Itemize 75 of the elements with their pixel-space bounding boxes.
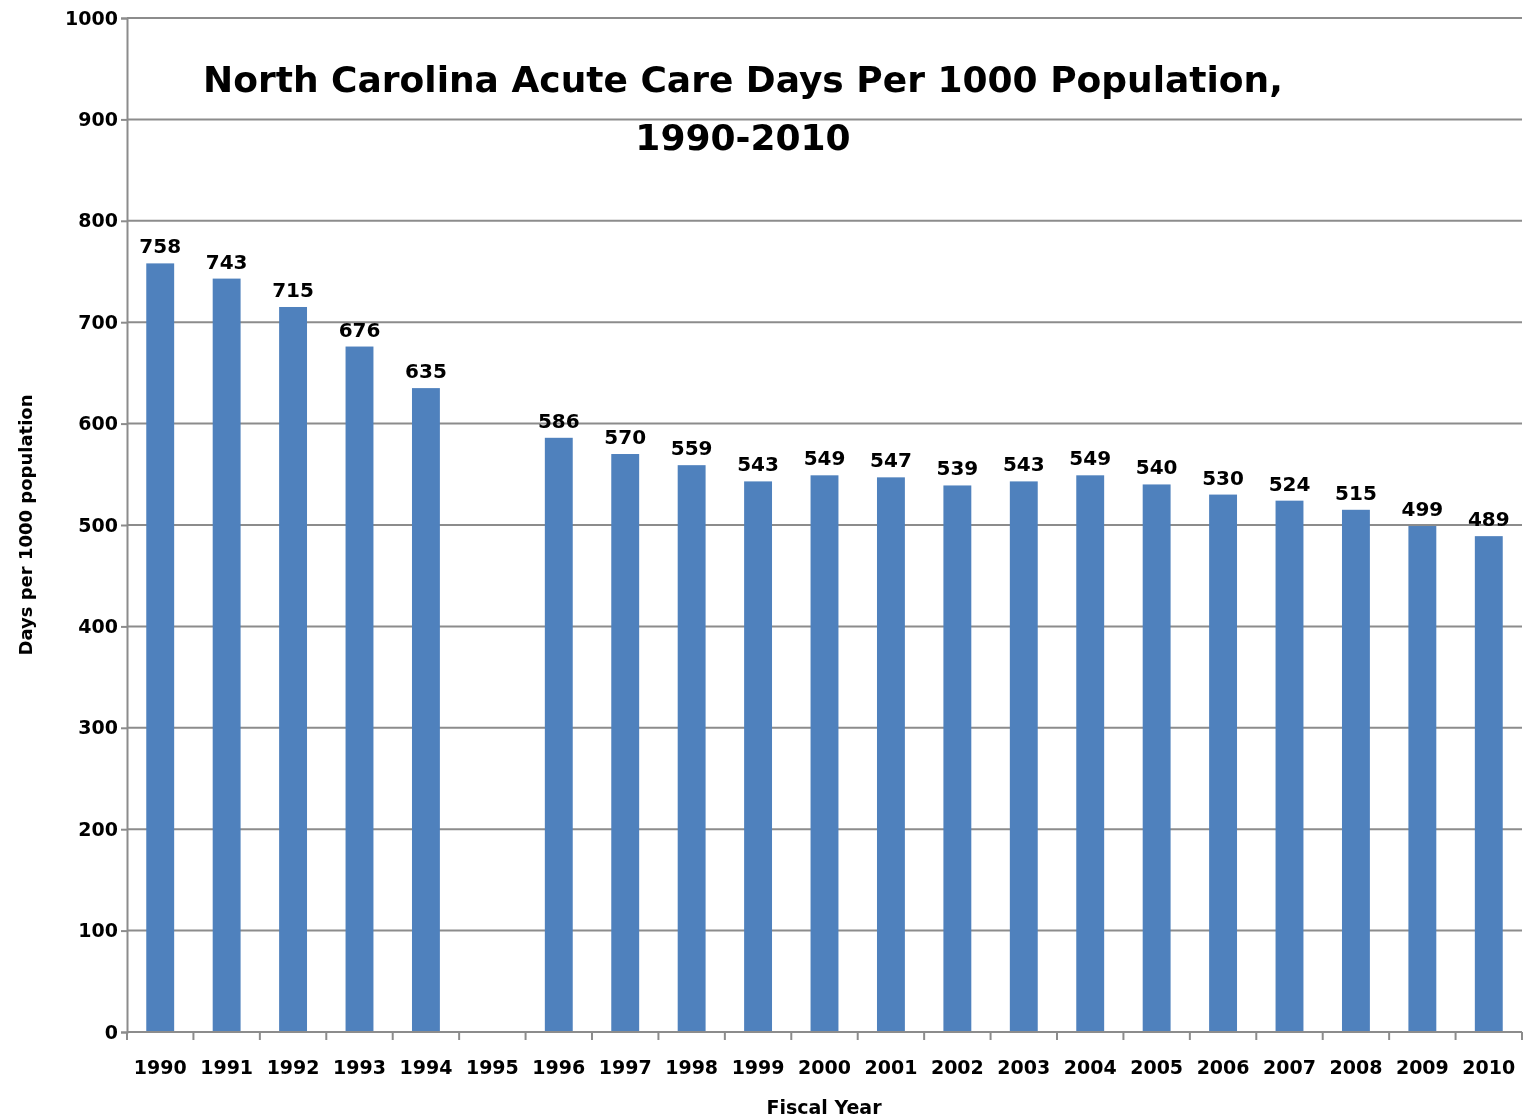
y-tick-label: 700	[78, 310, 118, 333]
data-label: 524	[1268, 471, 1311, 496]
bar	[345, 346, 374, 1032]
x-tick-label: 2003	[997, 1056, 1051, 1078]
data-label: 515	[1335, 480, 1377, 505]
data-label: 715	[272, 277, 314, 302]
x-tick-label: 1993	[333, 1056, 386, 1078]
y-tick-label: 600	[78, 412, 118, 435]
y-tick-label: 200	[78, 817, 118, 840]
bar	[544, 437, 573, 1032]
data-label: 743	[205, 249, 248, 274]
y-tick-label: 500	[78, 513, 118, 536]
data-label: 540	[1135, 455, 1178, 480]
bar	[146, 263, 175, 1032]
x-tick-label: 1994	[399, 1056, 453, 1078]
data-label: 489	[1467, 507, 1510, 532]
x-tick-label: 1996	[532, 1056, 586, 1078]
data-label: 549	[803, 446, 846, 471]
bar	[1408, 526, 1437, 1032]
bar	[1341, 509, 1370, 1032]
data-label: 559	[670, 436, 713, 461]
bar	[411, 388, 440, 1032]
data-label: 758	[139, 234, 182, 259]
data-label: 499	[1401, 497, 1444, 522]
x-tick-label: 2001	[864, 1056, 918, 1078]
x-axis-title: Fiscal Year	[766, 1096, 883, 1118]
bar	[943, 485, 972, 1032]
bar	[744, 481, 773, 1032]
data-label: 586	[537, 408, 580, 433]
x-tick-label: 2006	[1196, 1056, 1250, 1078]
x-tick-label: 1992	[266, 1056, 320, 1078]
y-tick-label: 800	[78, 209, 118, 232]
y-tick-label: 300	[78, 716, 118, 739]
data-label: 570	[604, 425, 647, 450]
x-tick-label: 2002	[930, 1056, 984, 1078]
x-tick-label: 2007	[1263, 1056, 1316, 1078]
bar	[1142, 484, 1171, 1032]
data-label: 543	[1002, 452, 1045, 477]
x-tick-label: 2004	[1063, 1056, 1117, 1078]
x-tick-label: 2008	[1329, 1056, 1383, 1078]
y-axis-title: Days per 1000 population	[15, 394, 36, 656]
x-tick-label: 1991	[200, 1056, 254, 1078]
data-label: 530	[1202, 465, 1244, 490]
x-tick-label: 1990	[133, 1056, 187, 1078]
x-tick-label: 1999	[731, 1056, 785, 1078]
bar	[1275, 500, 1304, 1032]
bar	[279, 306, 308, 1032]
bar	[810, 475, 839, 1032]
bar	[677, 465, 706, 1032]
data-label: 635	[405, 359, 447, 384]
x-tick-label: 1995	[465, 1056, 519, 1078]
y-tick-label: 900	[78, 107, 118, 130]
x-tick-label: 2000	[798, 1056, 851, 1078]
bar	[212, 278, 241, 1032]
bar	[1209, 494, 1238, 1032]
bar	[1474, 536, 1503, 1032]
x-tick-label: 2010	[1462, 1056, 1516, 1078]
data-label: 676	[338, 317, 381, 342]
y-tick-label: 100	[78, 919, 118, 942]
y-tick-label: 1000	[65, 6, 118, 29]
y-tick-label: 0	[104, 1020, 118, 1043]
bar	[1076, 475, 1105, 1032]
text: North Carolina Acute Care Days Per 1000 Population, 1990-2010	[203, 59, 1283, 158]
data-label: 547	[870, 448, 912, 473]
bar	[611, 454, 640, 1032]
x-tick-label: 1998	[665, 1056, 719, 1078]
x-tick-label: 2005	[1130, 1056, 1184, 1078]
x-tick-label: 1997	[598, 1056, 652, 1078]
data-label: 543	[737, 452, 779, 477]
data-label: 539	[936, 456, 979, 481]
bar	[876, 477, 905, 1032]
y-tick-label: 400	[78, 614, 118, 637]
x-tick-label: 2009	[1395, 1056, 1449, 1078]
bar	[1009, 481, 1038, 1032]
data-label: 549	[1069, 446, 1112, 471]
